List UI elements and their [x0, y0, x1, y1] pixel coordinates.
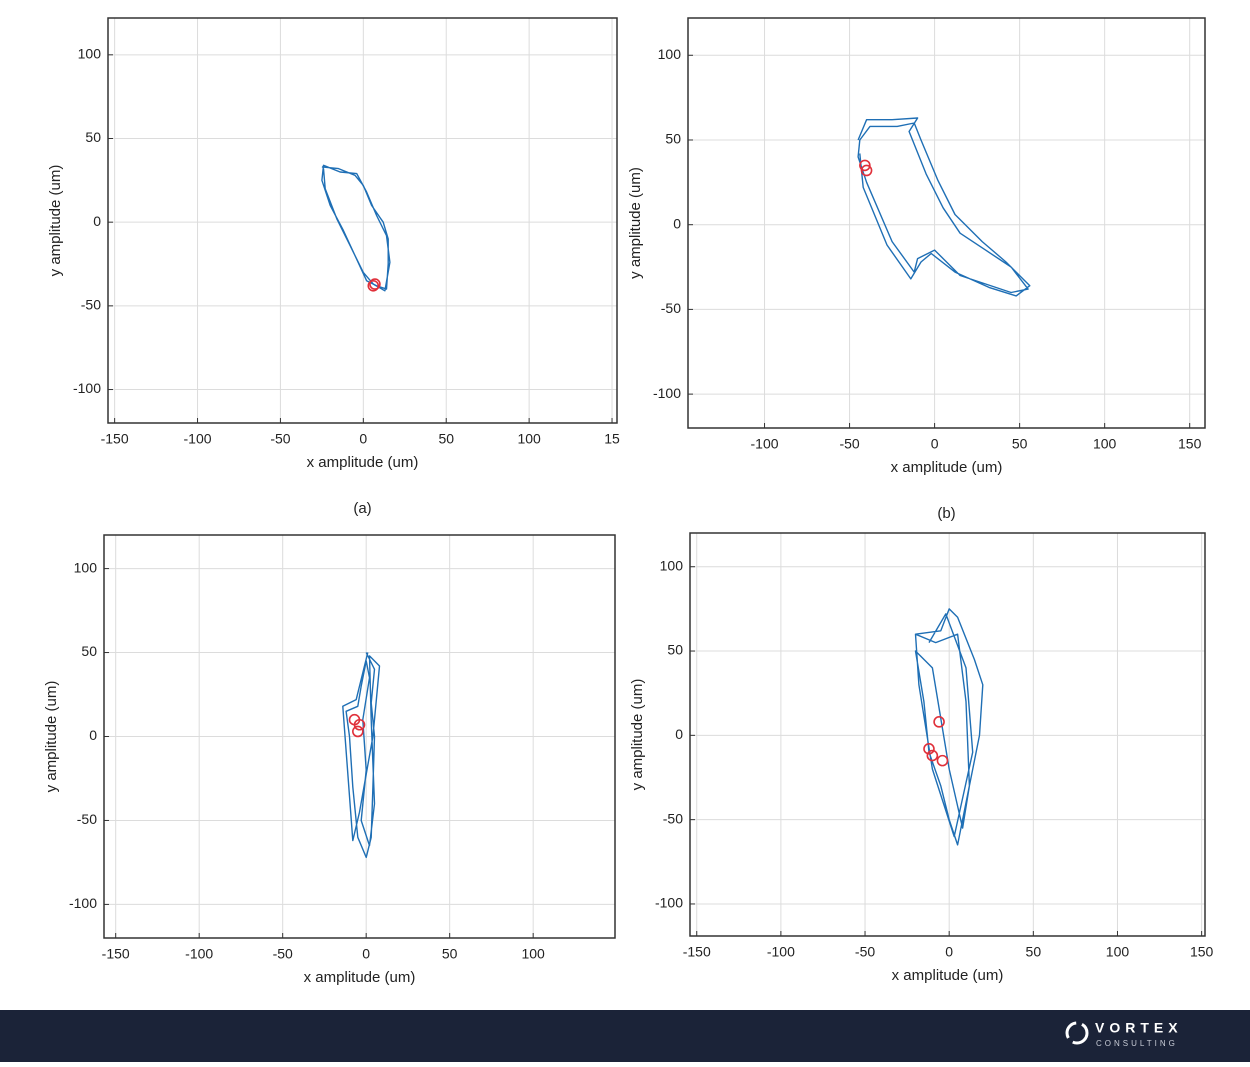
x-tick-label: 50 — [1026, 944, 1042, 960]
orbit-line — [857, 117, 1031, 297]
x-tick-label: -100 — [185, 946, 213, 962]
x-tick-label: -50 — [855, 944, 875, 960]
y-tick-label: -50 — [663, 810, 683, 826]
brand: VORTEX — [1095, 1020, 1183, 1036]
y-axis-label: y amplitude (um) — [629, 679, 646, 791]
plot-frame — [687, 17, 1206, 429]
y-tick-label: -50 — [661, 300, 681, 316]
y-tick-label: -100 — [655, 895, 683, 911]
y-tick-label: 100 — [658, 46, 682, 62]
logo — [1065, 1021, 1089, 1045]
x-tick-label: -50 — [839, 436, 859, 452]
x-tick-label: 0 — [945, 944, 953, 960]
x-axis-label: x amplitude (um) — [307, 454, 419, 471]
keyphasor-marker — [933, 716, 945, 728]
x-tick-label: 100 — [1106, 944, 1130, 960]
x-tick-label: 100 — [1093, 436, 1117, 452]
x-tick-label: -50 — [270, 431, 290, 447]
x-axis-label: x amplitude (um) — [891, 459, 1003, 476]
y-tick-label: 0 — [675, 726, 683, 742]
y-tick-label: 100 — [74, 559, 98, 575]
keyphasor-marker — [926, 749, 939, 762]
keyphasor-marker — [923, 743, 935, 755]
y-axis-label: y amplitude (um) — [47, 165, 64, 277]
orbit-line — [914, 608, 984, 846]
x-tick-label: 50 — [1012, 436, 1028, 452]
y-tick-label: -100 — [73, 380, 101, 396]
x-tick-label: 150 — [1190, 944, 1214, 960]
x-tick-label: 50 — [442, 946, 458, 962]
keyphasor-marker — [859, 159, 871, 172]
y-tick-label: 50 — [667, 642, 683, 658]
y-tick-label: 50 — [81, 643, 97, 659]
y-axis-label: y amplitude (um) — [43, 681, 60, 793]
x-tick-label: 50 — [438, 431, 454, 447]
y-tick-label: -50 — [81, 297, 101, 313]
x-tick-label: -50 — [273, 946, 293, 962]
y-tick-label: 0 — [93, 213, 101, 229]
plot-frame — [107, 17, 618, 424]
x-tick-label: 0 — [359, 431, 367, 447]
y-tick-label: 50 — [85, 129, 101, 145]
orbit-line — [321, 164, 391, 292]
x-tick-label: 15 — [604, 431, 620, 447]
caption: (b) — [937, 505, 955, 522]
plot-frame — [103, 534, 616, 939]
x-tick-label: 0 — [931, 436, 939, 452]
keyphasor-marker — [352, 725, 364, 738]
keyphasor-marker — [936, 754, 949, 767]
x-tick-label: -150 — [683, 944, 711, 960]
orbit-line — [342, 652, 381, 859]
y-tick-label: 50 — [665, 131, 681, 147]
x-tick-label: -150 — [102, 946, 130, 962]
caption: (a) — [353, 500, 371, 517]
x-axis-label: x amplitude (um) — [892, 967, 1004, 984]
y-tick-label: 100 — [660, 557, 684, 573]
x-tick-label: -100 — [751, 436, 779, 452]
y-axis-label: y amplitude (um) — [627, 167, 644, 279]
x-axis-label: x amplitude (um) — [304, 969, 416, 986]
x-tick-label: -100 — [184, 431, 212, 447]
x-tick-label: -100 — [767, 944, 795, 960]
y-tick-label: -100 — [653, 385, 681, 401]
plot-frame — [689, 532, 1206, 937]
keyphasor-marker — [369, 278, 381, 290]
x-tick-label: 0 — [362, 946, 370, 962]
keyphasor-marker — [353, 718, 366, 731]
footer-band — [0, 1010, 1250, 1062]
y-tick-label: 0 — [89, 727, 97, 743]
x-tick-label: 100 — [521, 946, 545, 962]
tagline: CONSULTING — [1096, 1039, 1178, 1048]
y-tick-label: 0 — [673, 215, 681, 231]
x-tick-label: -150 — [101, 431, 129, 447]
y-tick-label: 100 — [78, 46, 102, 62]
y-tick-label: -50 — [77, 811, 97, 827]
x-tick-label: 150 — [1178, 436, 1202, 452]
x-tick-label: 100 — [517, 431, 541, 447]
keyphasor-marker — [860, 164, 873, 177]
keyphasor-marker — [367, 279, 380, 292]
y-tick-label: -100 — [69, 895, 97, 911]
